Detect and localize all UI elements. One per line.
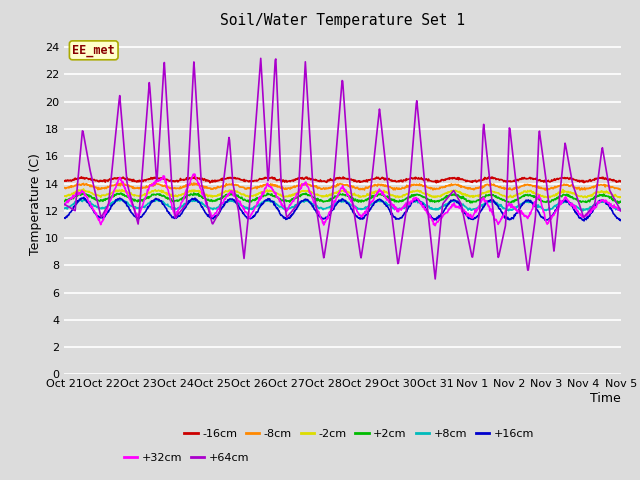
- +32cm: [286, 202, 294, 207]
- -2cm: [118, 187, 125, 193]
- Text: EE_met: EE_met: [72, 44, 115, 57]
- +32cm: [506, 200, 513, 206]
- -16cm: [191, 174, 198, 180]
- +64cm: [257, 56, 264, 61]
- +8cm: [60, 206, 68, 212]
- -16cm: [307, 177, 314, 182]
- +16cm: [306, 200, 314, 205]
- +16cm: [60, 215, 68, 221]
- +32cm: [60, 202, 68, 208]
- -2cm: [506, 194, 513, 200]
- -8cm: [306, 181, 314, 187]
- -2cm: [443, 191, 451, 197]
- -2cm: [60, 193, 68, 199]
- +64cm: [117, 106, 125, 112]
- +8cm: [505, 208, 513, 214]
- Line: +64cm: +64cm: [64, 59, 621, 279]
- -16cm: [506, 179, 513, 184]
- Y-axis label: Temperature (C): Temperature (C): [29, 153, 42, 255]
- +64cm: [495, 251, 503, 257]
- Title: Soil/Water Temperature Set 1: Soil/Water Temperature Set 1: [220, 13, 465, 28]
- +8cm: [617, 207, 625, 213]
- +2cm: [495, 195, 502, 201]
- +8cm: [579, 208, 587, 214]
- +2cm: [505, 199, 513, 205]
- +64cm: [617, 208, 625, 214]
- Line: -8cm: -8cm: [64, 183, 621, 190]
- Line: +2cm: +2cm: [64, 193, 621, 203]
- +64cm: [431, 276, 439, 282]
- Legend: +32cm, +64cm: +32cm, +64cm: [119, 448, 253, 467]
- -16cm: [60, 178, 68, 184]
- +2cm: [286, 199, 294, 205]
- -2cm: [495, 190, 502, 196]
- -16cm: [617, 178, 625, 184]
- +64cm: [506, 125, 513, 131]
- +2cm: [617, 199, 625, 205]
- -8cm: [495, 184, 502, 190]
- -16cm: [287, 179, 294, 184]
- Line: +32cm: +32cm: [64, 174, 621, 226]
- -8cm: [286, 186, 294, 192]
- +8cm: [306, 199, 314, 204]
- +32cm: [306, 189, 314, 194]
- -8cm: [505, 185, 513, 191]
- -2cm: [79, 186, 87, 192]
- +8cm: [495, 202, 502, 207]
- +32cm: [495, 220, 503, 226]
- +2cm: [615, 200, 623, 206]
- +8cm: [118, 197, 125, 203]
- -16cm: [117, 175, 125, 181]
- +16cm: [580, 218, 588, 224]
- -2cm: [617, 194, 625, 200]
- +32cm: [117, 178, 125, 183]
- +16cm: [443, 203, 451, 209]
- +8cm: [286, 205, 294, 211]
- Line: +16cm: +16cm: [64, 197, 621, 221]
- -2cm: [286, 192, 294, 198]
- Line: +8cm: +8cm: [64, 200, 621, 211]
- -8cm: [190, 180, 198, 186]
- -8cm: [443, 183, 451, 189]
- +16cm: [118, 196, 125, 202]
- +2cm: [117, 190, 125, 196]
- -16cm: [444, 176, 451, 181]
- X-axis label: Time: Time: [590, 392, 621, 405]
- +2cm: [60, 199, 68, 204]
- +16cm: [495, 205, 502, 211]
- +16cm: [286, 215, 294, 220]
- +32cm: [191, 171, 198, 177]
- -8cm: [60, 185, 68, 191]
- +32cm: [431, 223, 439, 228]
- +8cm: [117, 197, 125, 203]
- -8cm: [117, 180, 125, 186]
- +2cm: [443, 194, 451, 200]
- +2cm: [190, 190, 198, 196]
- Line: -16cm: -16cm: [64, 177, 621, 183]
- -2cm: [504, 195, 512, 201]
- +2cm: [306, 193, 314, 199]
- -8cm: [576, 187, 584, 193]
- +32cm: [617, 207, 625, 213]
- -8cm: [617, 187, 625, 192]
- +8cm: [443, 201, 451, 207]
- -16cm: [495, 178, 503, 183]
- -2cm: [306, 188, 314, 194]
- -16cm: [206, 180, 214, 186]
- Line: -2cm: -2cm: [64, 189, 621, 198]
- +16cm: [505, 216, 513, 222]
- +64cm: [306, 132, 314, 138]
- +16cm: [617, 217, 625, 223]
- +64cm: [286, 211, 294, 217]
- +16cm: [79, 194, 87, 200]
- +64cm: [60, 201, 68, 207]
- +64cm: [444, 195, 451, 201]
- +32cm: [444, 210, 451, 216]
